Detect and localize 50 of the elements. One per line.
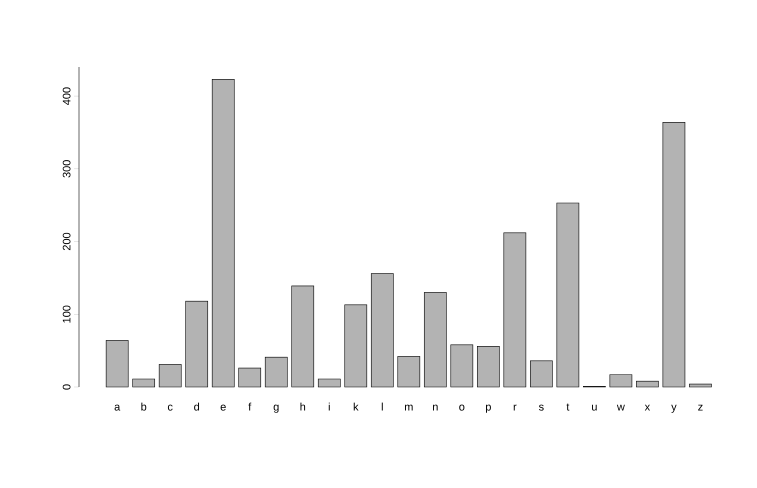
bar (185, 300, 208, 388)
x-tick-label: y (671, 404, 677, 413)
bar (662, 122, 686, 388)
x-tick-label: s (538, 404, 544, 411)
bar (689, 384, 712, 388)
x-tick-label: o (459, 404, 464, 411)
x-tick-label: b (141, 402, 146, 411)
bar (158, 364, 182, 388)
y-tick-label: 400 (62, 87, 70, 105)
bar (291, 286, 314, 388)
bar (264, 356, 288, 388)
bar (476, 346, 500, 388)
y-tick-label: 300 (62, 160, 70, 178)
x-tick-label: k (354, 402, 359, 411)
x-tick-label: x (644, 404, 650, 411)
x-tick-label: r (514, 404, 516, 411)
x-tick-label: i (328, 402, 330, 411)
x-tick-label: m (404, 404, 413, 411)
x-tick-label: w (616, 404, 625, 411)
bar (530, 360, 553, 388)
bar (636, 380, 659, 388)
x-tick-label: n (433, 404, 438, 411)
x-tick-label: h (300, 402, 306, 411)
bar (238, 368, 262, 388)
bar (610, 374, 632, 388)
bar (318, 378, 341, 388)
x-tick-label: z (698, 404, 703, 411)
x-tick-label: c (168, 404, 173, 411)
bar (450, 344, 474, 388)
x-tick-label: t (566, 403, 570, 411)
bar (397, 356, 420, 388)
bar (556, 202, 580, 388)
y-tick-label: 200 (62, 232, 70, 250)
bar (370, 273, 394, 388)
x-tick-label: d (194, 402, 200, 411)
bar (106, 340, 129, 388)
y-tick-label: 0 (62, 384, 70, 390)
x-tick-label: l (382, 402, 383, 411)
x-tick-label: p (486, 404, 491, 413)
bar (132, 378, 156, 388)
x-tick-label: a (114, 404, 120, 411)
x-tick-label: f (248, 402, 252, 411)
bar (344, 304, 368, 388)
y-tick-label: 100 (62, 306, 70, 323)
x-tick-label: u (592, 404, 597, 411)
bar (424, 292, 447, 388)
bar (504, 232, 526, 388)
x-tick-label: g (274, 404, 279, 413)
bar (212, 79, 235, 388)
x-tick-label: e (220, 404, 226, 411)
